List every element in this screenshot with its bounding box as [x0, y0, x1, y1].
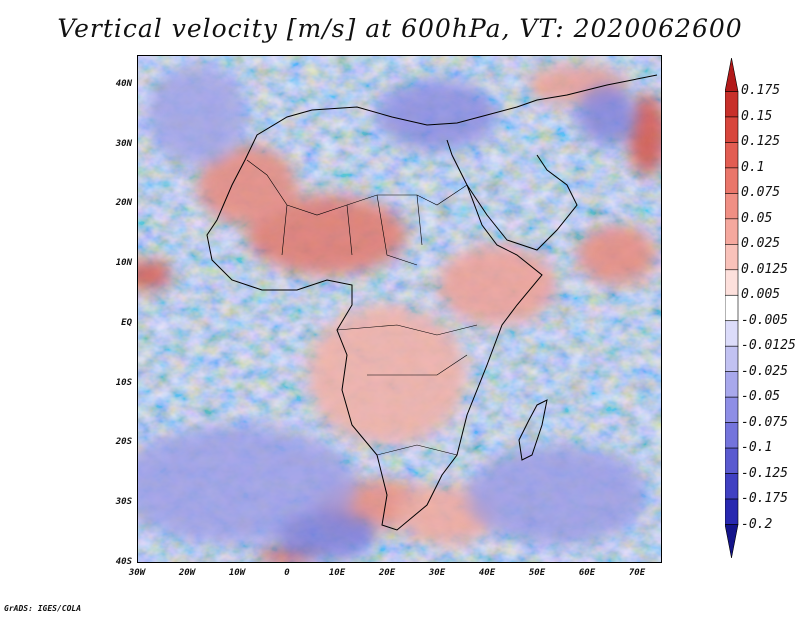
lon-tick-label: 50E — [528, 568, 546, 578]
colorbar-segment — [725, 447, 739, 474]
lon-tick-label: 0 — [284, 568, 290, 578]
colorbar-label: 0.075 — [741, 185, 781, 201]
colorbar-label: 0.005 — [741, 287, 781, 303]
colorbar-segment — [725, 193, 739, 220]
colorbar-label: 0.025 — [741, 236, 781, 252]
colorbar-label: -0.125 — [741, 465, 788, 481]
colorbar-segment — [725, 371, 739, 398]
lon-tick-label: 20W — [178, 568, 196, 578]
map-title: Vertical velocity [m/s] at 600hPa, VT: 2… — [57, 14, 743, 43]
map-panel — [137, 55, 662, 563]
lon-tick-label: 40E — [478, 568, 496, 578]
colorbar-segment — [725, 345, 739, 372]
lat-tick-label: 30N — [115, 138, 132, 149]
lon-tick-label: 10W — [228, 568, 246, 578]
colorbar-segment — [725, 473, 739, 500]
lat-tick-label: 30S — [115, 497, 132, 508]
lon-tick-label: 60E — [578, 568, 596, 578]
grads-credit: GrADS: IGES/COLA — [4, 604, 82, 613]
lat-tick-label: 20N — [115, 198, 132, 209]
lon-tick-label: 70E — [628, 568, 646, 578]
colorbar-segment — [725, 116, 739, 143]
colorbar-segment — [725, 396, 739, 423]
lat-tick-label: 20S — [115, 437, 132, 448]
colorbar-label: 0.125 — [741, 134, 781, 150]
colorbar-label: 0.0125 — [741, 261, 788, 277]
lon-tick-label: 30W — [128, 568, 146, 578]
colorbar-label: 0.15 — [741, 108, 773, 124]
colorbar-label: -0.005 — [741, 312, 788, 328]
colorbar-label: -0.075 — [741, 414, 788, 430]
colorbar-segment — [725, 58, 739, 92]
lat-tick-label: 10S — [115, 377, 132, 388]
colorbar-label: -0.05 — [741, 389, 781, 405]
lat-tick-label: 40N — [115, 78, 132, 89]
lon-tick-label: 20E — [378, 568, 396, 578]
lon-tick-label: 10E — [328, 568, 346, 578]
colorbar-segment — [725, 167, 739, 194]
colorbar-segment — [725, 91, 739, 118]
colorbar-label: 0.1 — [741, 159, 765, 175]
colorbar-segment — [725, 142, 739, 169]
colorbar-segment — [725, 294, 739, 322]
lon-tick-label: 30E — [428, 568, 446, 578]
colorbar-label: 0.175 — [741, 83, 781, 99]
colorbar-label: -0.1 — [741, 440, 773, 456]
colorbar — [725, 58, 739, 558]
colorbar-label: -0.025 — [741, 363, 788, 379]
colorbar-label: 0.05 — [741, 210, 773, 226]
colorbar-segment — [725, 320, 739, 347]
colorbar-segment — [725, 498, 739, 525]
colorbar-label: -0.0125 — [741, 338, 796, 354]
lat-tick-label: EQ — [121, 317, 132, 328]
colorbar-segment — [725, 218, 739, 245]
colorbar-segment — [725, 524, 739, 558]
lat-tick-label: 40S — [115, 557, 132, 567]
lat-tick-label: 10N — [115, 258, 132, 269]
colorbar-segment — [725, 244, 739, 271]
colorbar-label: -0.175 — [741, 491, 788, 507]
colorbar-segment — [725, 422, 739, 449]
colorbar-label: -0.2 — [741, 516, 773, 532]
colorbar-segment — [725, 269, 739, 296]
